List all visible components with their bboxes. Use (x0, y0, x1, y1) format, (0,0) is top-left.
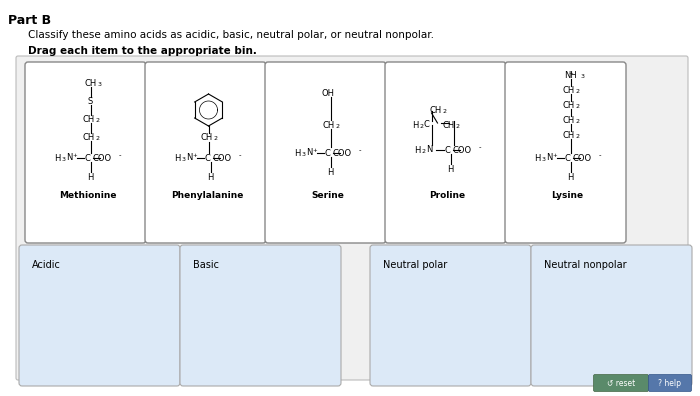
Text: 3: 3 (181, 156, 186, 162)
Text: +: + (568, 70, 573, 76)
FancyBboxPatch shape (531, 245, 692, 386)
FancyBboxPatch shape (385, 62, 506, 243)
Text: H: H (174, 154, 181, 162)
Text: C: C (565, 154, 570, 162)
FancyBboxPatch shape (145, 62, 266, 243)
FancyBboxPatch shape (25, 62, 146, 243)
Text: Methionine: Methionine (59, 190, 116, 200)
Text: Classify these amino acids as acidic, basic, neutral polar, or neutral nonpolar.: Classify these amino acids as acidic, ba… (28, 30, 434, 40)
Text: H: H (88, 173, 94, 181)
Text: -: - (118, 152, 120, 158)
Text: ↺ reset: ↺ reset (607, 379, 635, 388)
Text: COO: COO (573, 154, 592, 162)
Text: CH: CH (85, 78, 97, 88)
Text: 2: 2 (95, 118, 99, 122)
Text: Lysine: Lysine (552, 190, 584, 200)
Text: 2: 2 (421, 148, 426, 154)
Text: H: H (294, 148, 301, 158)
Text: ? help: ? help (659, 379, 682, 388)
Text: OH: OH (322, 88, 335, 97)
Text: CH: CH (83, 114, 94, 124)
Text: H: H (207, 173, 214, 181)
Text: H: H (55, 154, 61, 162)
Text: CH: CH (323, 120, 335, 129)
Text: COO: COO (93, 154, 112, 162)
Text: 3: 3 (302, 152, 305, 156)
Text: CH: CH (200, 133, 213, 143)
Text: 2: 2 (95, 135, 99, 141)
FancyBboxPatch shape (180, 245, 341, 386)
Text: CH: CH (442, 120, 454, 129)
Text: 3: 3 (580, 74, 584, 78)
Text: Basic: Basic (193, 260, 219, 270)
Text: Acidic: Acidic (32, 260, 61, 270)
Text: 2: 2 (575, 88, 580, 93)
Text: -: - (238, 152, 241, 158)
Text: N: N (186, 152, 193, 162)
FancyBboxPatch shape (19, 245, 180, 386)
FancyBboxPatch shape (594, 375, 648, 392)
Text: -: - (598, 152, 601, 158)
FancyBboxPatch shape (265, 62, 386, 243)
Text: C: C (424, 120, 429, 128)
Text: 3: 3 (542, 156, 545, 162)
Text: Neutral polar: Neutral polar (383, 260, 447, 270)
Text: 2: 2 (442, 109, 447, 114)
Text: H: H (414, 145, 421, 154)
Text: 2: 2 (214, 137, 218, 141)
Text: Proline: Proline (429, 190, 466, 200)
Text: 2: 2 (456, 124, 459, 128)
Text: CH: CH (429, 105, 442, 114)
Text: 3: 3 (62, 156, 66, 162)
Text: 2: 2 (335, 124, 340, 128)
Text: +: + (72, 152, 77, 158)
Text: C: C (204, 154, 211, 162)
Text: Phenylalanine: Phenylalanine (172, 190, 244, 200)
Text: 2: 2 (575, 103, 580, 109)
Text: C: C (85, 154, 90, 162)
Text: +: + (192, 152, 197, 158)
Text: CH: CH (562, 116, 575, 124)
Text: C: C (325, 148, 330, 158)
Text: H: H (534, 154, 540, 162)
Text: Neutral nonpolar: Neutral nonpolar (544, 260, 626, 270)
Text: CH: CH (562, 86, 575, 95)
FancyBboxPatch shape (648, 375, 692, 392)
FancyBboxPatch shape (16, 56, 688, 380)
Text: COO: COO (453, 145, 472, 154)
Text: Serine: Serine (311, 190, 344, 200)
Text: COO: COO (213, 154, 232, 162)
Text: NH: NH (564, 70, 577, 80)
Text: 2: 2 (419, 124, 424, 128)
Text: 3: 3 (97, 82, 102, 86)
Text: H: H (328, 168, 334, 177)
Text: -: - (358, 147, 361, 153)
FancyBboxPatch shape (370, 245, 531, 386)
Text: N: N (546, 152, 553, 162)
Text: +: + (552, 152, 557, 158)
Text: H: H (412, 120, 419, 129)
Text: Part B: Part B (8, 14, 51, 27)
FancyBboxPatch shape (505, 62, 626, 243)
Text: CH: CH (83, 133, 94, 141)
Text: H: H (447, 164, 454, 173)
Text: CH: CH (562, 101, 575, 110)
Text: COO: COO (333, 148, 352, 158)
Text: S: S (88, 97, 93, 105)
Text: N: N (307, 147, 313, 156)
Text: Drag each item to the appropriate bin.: Drag each item to the appropriate bin. (28, 46, 257, 56)
Text: 2: 2 (575, 118, 580, 124)
Text: N: N (426, 145, 433, 154)
Text: 2: 2 (575, 133, 580, 139)
Text: N: N (66, 152, 73, 162)
Text: C: C (444, 145, 450, 154)
Text: CH: CH (562, 131, 575, 139)
Text: -: - (478, 144, 481, 150)
Text: H: H (567, 173, 574, 181)
Text: +: + (312, 147, 317, 152)
